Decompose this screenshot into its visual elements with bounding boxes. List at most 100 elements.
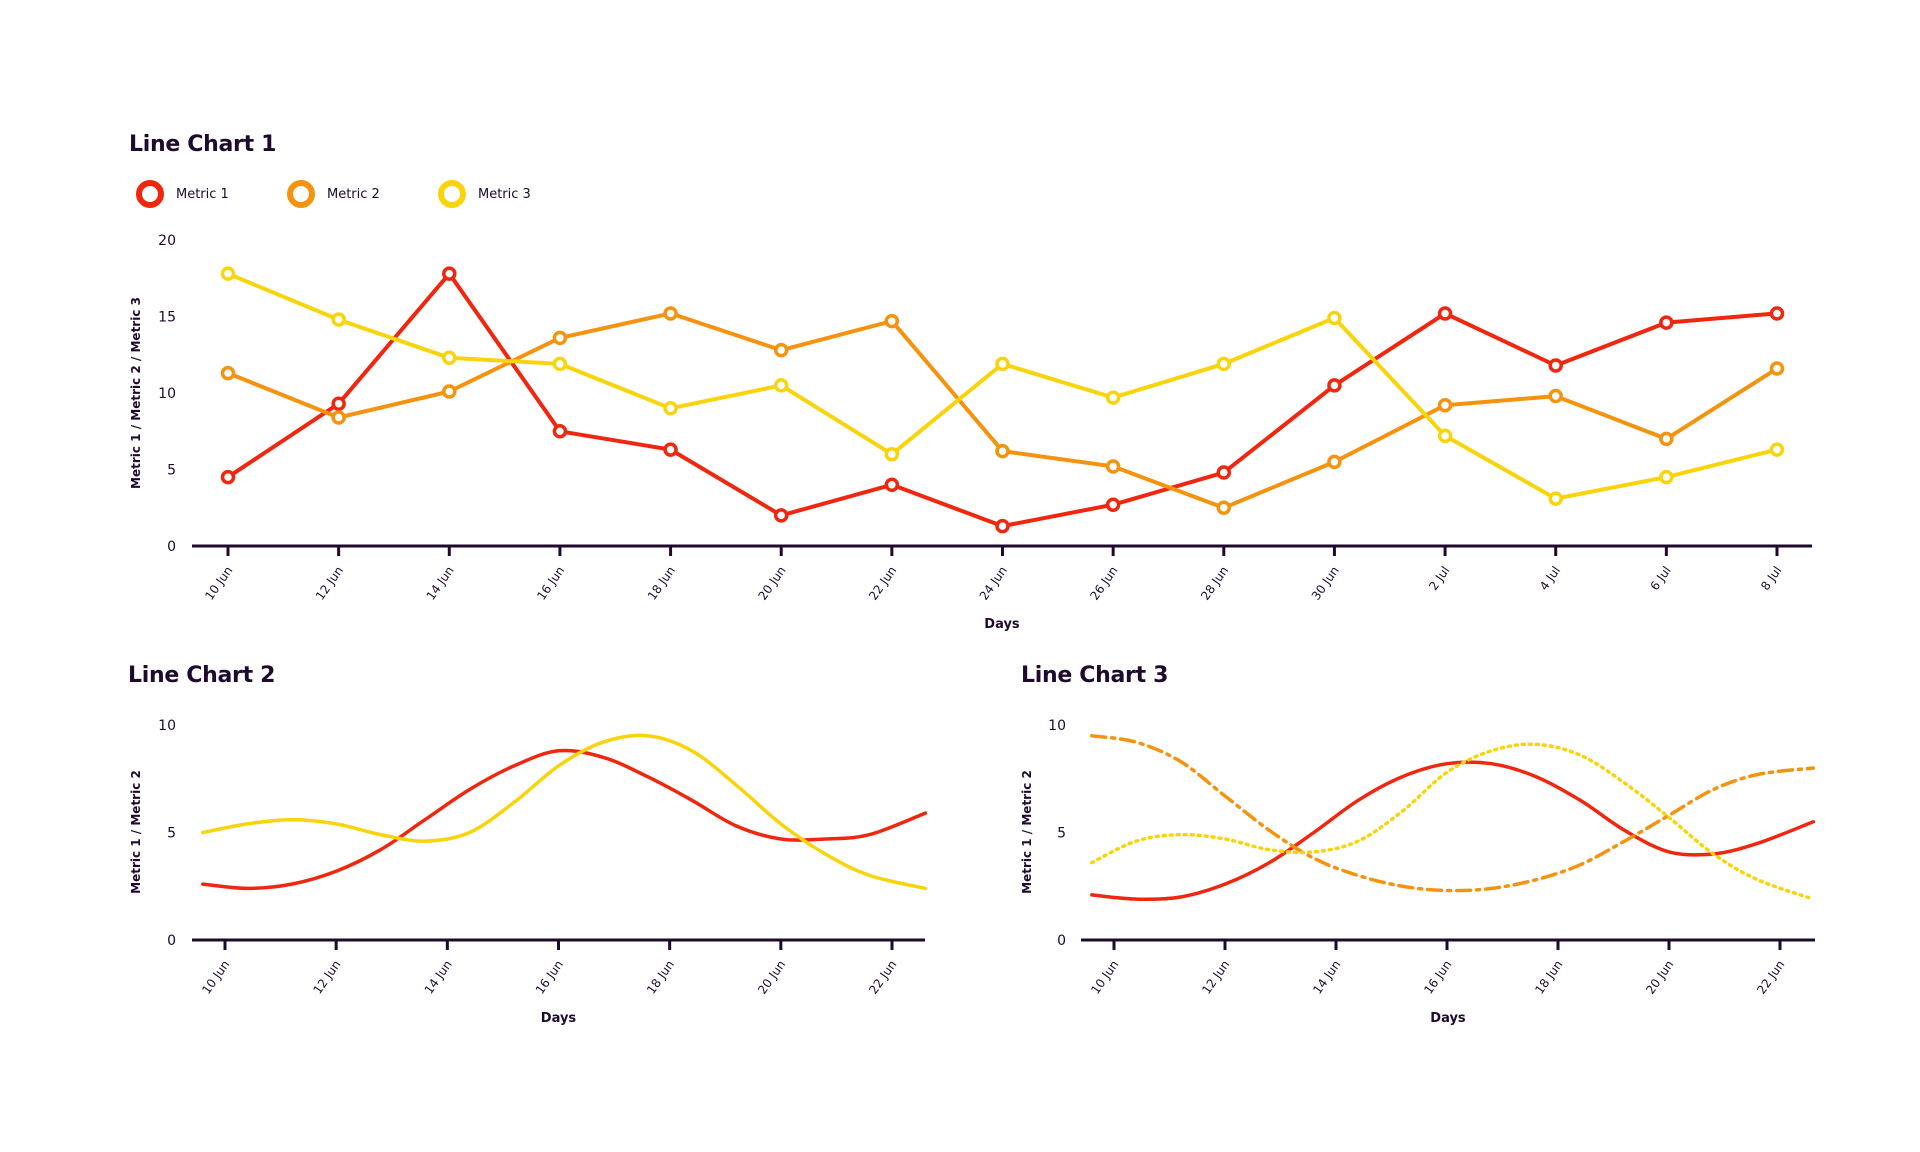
x-tick-label: 6 Jul bbox=[1647, 564, 1673, 593]
series-metric-1 bbox=[201, 748, 928, 891]
x-tick-label: 20 Jun bbox=[1643, 958, 1676, 997]
y-tick-label: 10 bbox=[158, 386, 176, 402]
chart1-legend: Metric 1 Metric 2 Metric 3 bbox=[136, 180, 589, 208]
series-line bbox=[1090, 742, 1816, 901]
x-tick-label: 18 Jun bbox=[645, 564, 678, 603]
x-tick-label: 12 Jun bbox=[313, 564, 346, 603]
chart3-title: Line Chart 3 bbox=[1021, 663, 1169, 688]
legend-item-metric-2[interactable]: Metric 2 bbox=[287, 180, 438, 208]
legend-item-metric-1[interactable]: Metric 1 bbox=[136, 180, 287, 208]
data-point bbox=[1327, 378, 1342, 393]
series-metric-2 bbox=[1090, 734, 1816, 893]
data-point bbox=[663, 442, 678, 457]
series-metric-2 bbox=[227, 311, 1779, 510]
data-point bbox=[220, 266, 236, 281]
y-tick-label: 15 bbox=[158, 310, 176, 326]
data-point bbox=[1105, 390, 1121, 405]
data-point bbox=[884, 477, 900, 493]
x-tick-label: 10 Jun bbox=[1088, 958, 1121, 997]
data-point bbox=[995, 356, 1010, 372]
data-point bbox=[884, 446, 900, 462]
data-point bbox=[331, 396, 346, 411]
x-tick-label: 16 Jun bbox=[534, 564, 567, 603]
legend-marker-icon bbox=[287, 180, 315, 208]
data-point bbox=[331, 410, 346, 425]
data-point bbox=[995, 443, 1010, 459]
data-point bbox=[552, 356, 568, 372]
data-point bbox=[1437, 428, 1453, 444]
x-tick-label: 10 Jun bbox=[199, 958, 232, 997]
data-point bbox=[773, 378, 789, 393]
series-line bbox=[1090, 734, 1816, 893]
data-point bbox=[773, 508, 789, 523]
y-axis-label: Metric 1 / Metric 2 / Metric 3 bbox=[129, 297, 143, 489]
x-tick-label: 14 Jun bbox=[422, 958, 455, 997]
x-tick-label: 18 Jun bbox=[1532, 958, 1565, 997]
series-metric-2 bbox=[201, 733, 928, 891]
series-line bbox=[201, 748, 928, 891]
x-tick-label: 26 Jun bbox=[1087, 564, 1120, 603]
x-tick-label: 14 Jun bbox=[424, 564, 457, 603]
series-metric-1 bbox=[1090, 760, 1816, 902]
x-tick-label: 8 Jul bbox=[1758, 564, 1784, 593]
x-tick-label: 30 Jun bbox=[1309, 564, 1342, 603]
chart1-title: Line Chart 1 bbox=[129, 132, 277, 157]
data-point bbox=[331, 312, 346, 327]
y-tick-label: 5 bbox=[167, 826, 176, 842]
x-tick-label: 12 Jun bbox=[310, 958, 343, 997]
data-point bbox=[1105, 497, 1121, 512]
data-point bbox=[1327, 310, 1342, 326]
chart-3: 0 5 10 Metric 1 / Metric 2 10 Jun 12 Jun 14 Ju… bbox=[1020, 718, 1816, 1026]
data-point bbox=[442, 384, 457, 399]
legend-marker-icon bbox=[136, 180, 164, 208]
x-tick-label: 20 Jun bbox=[755, 958, 788, 997]
legend-item-metric-3[interactable]: Metric 3 bbox=[438, 180, 589, 208]
x-axis-label: Days bbox=[541, 1011, 577, 1026]
y-tick-label: 0 bbox=[1057, 933, 1066, 949]
x-tick-label: 10 Jun bbox=[202, 564, 235, 603]
chart2-title: Line Chart 2 bbox=[128, 663, 276, 688]
y-tick-label: 20 bbox=[158, 233, 176, 249]
y-tick-label: 10 bbox=[1048, 718, 1066, 734]
y-tick-label: 5 bbox=[167, 463, 176, 479]
data-point bbox=[1769, 442, 1785, 457]
data-point bbox=[442, 350, 457, 366]
data-point bbox=[884, 313, 900, 329]
series-metric-3 bbox=[1090, 742, 1816, 901]
data-point bbox=[1216, 356, 1232, 372]
x-tick-label: 22 Jun bbox=[866, 564, 899, 603]
x-tick-label: 14 Jun bbox=[1310, 958, 1343, 997]
series-line bbox=[227, 311, 1779, 510]
legend-label: Metric 1 bbox=[176, 186, 229, 202]
data-point bbox=[1548, 388, 1563, 404]
x-tick-label: 16 Jun bbox=[533, 958, 566, 997]
data-point bbox=[552, 424, 568, 439]
y-tick-label: 5 bbox=[1057, 826, 1066, 842]
chart-1: 0 5 10 15 20 Metric 1 / Metric 2 / Metric 3 10… bbox=[129, 233, 1812, 632]
y-tick-label: 0 bbox=[167, 539, 176, 555]
series-line bbox=[201, 733, 928, 891]
data-point bbox=[220, 469, 236, 485]
data-point bbox=[1769, 306, 1785, 321]
chart-2: 0 5 10 Metric 1 / Metric 2 10 Jun 12 Jun 14 Ju… bbox=[129, 718, 928, 1026]
series-line bbox=[226, 271, 1778, 529]
x-tick-label: 28 Jun bbox=[1198, 564, 1231, 603]
x-tick-label: 2 Jul bbox=[1426, 564, 1452, 593]
x-tick-label: 24 Jun bbox=[977, 564, 1010, 603]
x-tick-label: 16 Jun bbox=[1421, 958, 1454, 997]
data-point bbox=[1105, 459, 1121, 474]
x-tick-label: 12 Jun bbox=[1199, 958, 1232, 997]
x-tick-label: 20 Jun bbox=[755, 564, 788, 603]
x-axis-label: Days bbox=[1430, 1011, 1466, 1026]
data-point bbox=[220, 365, 236, 381]
legend-marker-icon bbox=[438, 180, 466, 208]
data-point bbox=[1659, 469, 1674, 485]
data-point bbox=[552, 330, 568, 346]
data-point bbox=[1659, 431, 1674, 447]
y-axis-label: Metric 1 / Metric 2 bbox=[129, 770, 143, 894]
x-axis-label: Days bbox=[984, 617, 1020, 632]
data-point bbox=[1659, 315, 1674, 330]
x-tick-label: 22 Jun bbox=[1754, 958, 1787, 997]
series-line bbox=[1090, 760, 1816, 902]
data-point bbox=[1769, 361, 1785, 376]
